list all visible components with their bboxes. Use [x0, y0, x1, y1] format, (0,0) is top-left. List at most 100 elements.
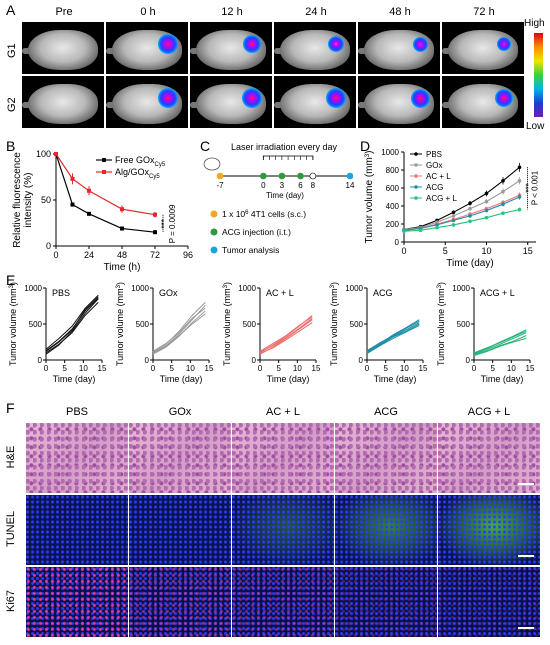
legend-label: GOx — [426, 161, 442, 170]
data-point — [451, 223, 456, 227]
scale-bar — [518, 627, 534, 629]
mouse-image-g1 — [190, 22, 272, 74]
timepoint-label: 48 h — [389, 6, 411, 18]
retention-chart: 0 24 48 72 96 0 50 100 Time (h) Relative fluoresc… — [12, 149, 193, 273]
y-tick-label: 0 — [46, 241, 51, 251]
row-label-g2: G2 — [6, 97, 18, 112]
y-tick-label: 100 — [36, 149, 51, 159]
data-point — [402, 229, 406, 233]
mouse-image-g2 — [274, 76, 356, 128]
mouse-image-g2 — [442, 76, 524, 128]
histology-column-label: ACG + L — [467, 406, 511, 418]
histology-image-he — [335, 423, 437, 493]
y-tick-label: 0 — [466, 356, 471, 365]
tumor-curve — [473, 330, 527, 354]
x-tick-label: 10 — [293, 364, 302, 373]
timepoint-label: 24 h — [305, 6, 327, 18]
tumor-curve — [259, 322, 313, 354]
panel-group-label: ACG — [373, 288, 393, 298]
data-point — [451, 210, 456, 215]
tumor-curve — [152, 313, 206, 354]
x-tick-label: 24 — [84, 250, 94, 260]
y-tick-label: 600 — [386, 184, 400, 193]
histology-image-tunel — [438, 495, 540, 565]
individual-tumor-curves: 0 5 10 15 0 500 1000 Time (day) Tumor volume (mm… — [8, 282, 535, 384]
data-point — [435, 225, 439, 230]
scale-bar — [518, 483, 534, 485]
tumor-curve — [473, 332, 527, 355]
tumor-curve — [366, 320, 420, 352]
tumor-curve — [45, 298, 99, 355]
x-tick-label: 15 — [523, 246, 533, 256]
mouse-image-g1 — [274, 22, 356, 74]
day-label: 8 — [311, 181, 316, 190]
tumor-curve — [152, 307, 206, 352]
y-tick-label: 1000 — [345, 284, 363, 293]
data-point — [153, 212, 157, 217]
histology-image-he — [438, 423, 540, 493]
day-label: 0 — [261, 181, 266, 190]
y-axis-label-part: Tumor volume (mm — [222, 288, 232, 366]
y-axis-label-part: ) — [222, 282, 232, 285]
x-tick-label: 15 — [205, 364, 214, 373]
x-tick-label: 10 — [186, 364, 195, 373]
data-point — [517, 207, 522, 212]
y-tick-label: 0 — [395, 238, 400, 247]
significance-stars: *** — [525, 183, 534, 192]
tumor-curve — [473, 329, 527, 354]
histology-image-tunel — [26, 495, 128, 565]
x-tick-label: 5 — [276, 364, 281, 373]
y-axis-label-part: Tumor volume (mm — [115, 288, 125, 366]
data-point — [120, 226, 124, 231]
legend-label: Alg/GOxCy5 — [115, 167, 160, 180]
legend-text: Tumor analysis — [222, 245, 279, 255]
y-tick-label: 0 — [252, 356, 257, 365]
series-line — [403, 196, 520, 231]
x-tick-label: 15 — [419, 364, 428, 373]
legend-dot — [210, 228, 218, 236]
mouse-icon — [203, 157, 221, 171]
day-label: 3 — [280, 181, 285, 190]
tumor-growth-chart: 0 5 10 15 0 200 400 600 800 1000 Time (day) Tumor v… — [364, 148, 540, 269]
series-line — [403, 209, 520, 232]
data-point — [517, 195, 522, 199]
data-point — [501, 202, 505, 206]
legend-label: ACG injection (i.t.) — [222, 227, 291, 237]
data-point — [501, 179, 505, 183]
y-axis-label-part: 3 — [223, 284, 229, 288]
histology-image-tunel — [129, 495, 231, 565]
y-tick-label: 500 — [457, 320, 471, 329]
timeline-marker — [278, 172, 286, 180]
x-tick-label: 0 — [472, 364, 477, 373]
x-axis-label: Time (day) — [53, 374, 96, 384]
data-point — [451, 214, 456, 218]
timepoint-label: 72 h — [473, 6, 495, 18]
colorbar-high-label: High — [524, 18, 545, 29]
mouse-image-g1 — [22, 22, 104, 74]
data-point — [468, 219, 472, 224]
y-axis-label-part: 3 — [437, 284, 443, 288]
legend-marker — [414, 174, 418, 178]
day-label: 6 — [298, 181, 303, 190]
legend-text: 4T1 cells (s.c.) — [249, 209, 307, 219]
legend-label: AC + L — [426, 172, 451, 181]
histology-row-label: H&E — [5, 445, 17, 469]
mouse-image-g2 — [22, 76, 104, 128]
y-tick-label: 1000 — [238, 284, 256, 293]
tumor-curve — [45, 297, 99, 352]
legend-marker — [414, 152, 418, 156]
legend-marker — [414, 163, 418, 167]
legend-label: Tumor analysis — [222, 245, 279, 255]
y-axis-label-part: 3 — [9, 284, 15, 288]
legend-marker — [102, 170, 106, 174]
series-line — [55, 153, 156, 233]
legend-label-sub: Cy5 — [149, 174, 160, 180]
tumor-curve — [366, 319, 420, 353]
data-point — [484, 191, 489, 196]
legend-text: ACG injection (i.t.) — [222, 227, 291, 237]
y-axis-label-part: Tumor volume (mm — [329, 288, 339, 366]
x-tick-label: 48 — [117, 250, 127, 260]
y-axis-label-line: intensity (%) — [23, 172, 34, 227]
legend-label-main: Alg/GOx — [115, 167, 150, 177]
scheme-title: Laser irradiation every day — [231, 142, 338, 152]
